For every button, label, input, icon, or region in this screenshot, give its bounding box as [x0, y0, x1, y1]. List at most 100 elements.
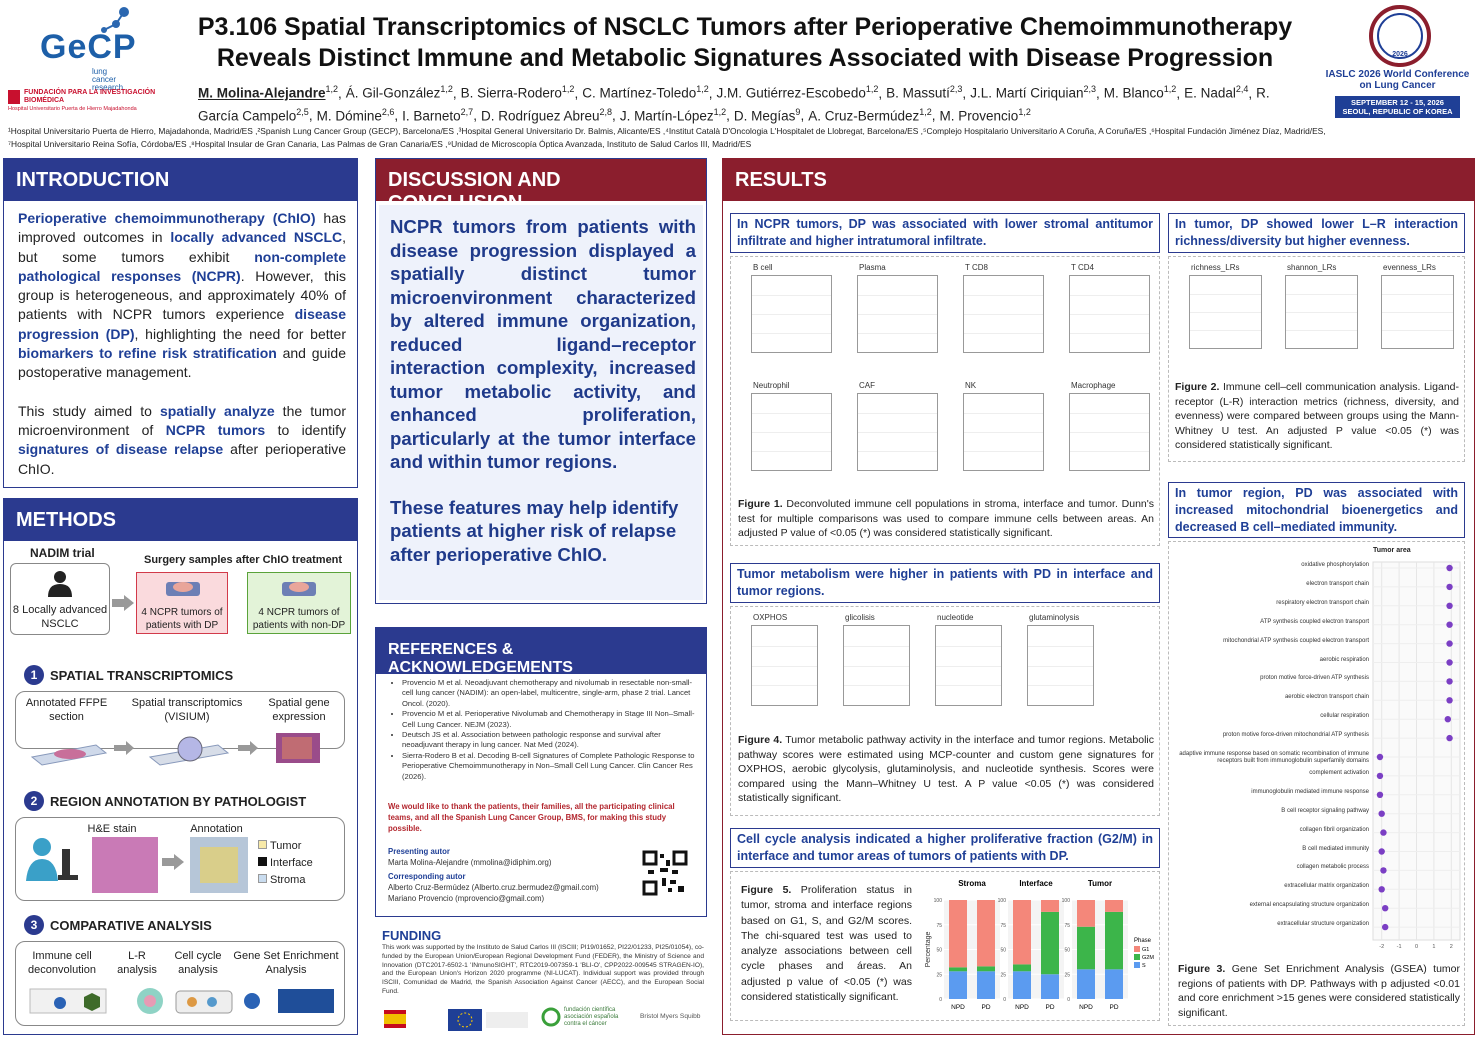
- caption: Figure 4. Tumor metabolic pathway activi…: [738, 733, 1154, 806]
- panel-title: nucleotide: [937, 613, 974, 622]
- presenting: Marta Molina-Alejandre (mmolina@idiphim.…: [388, 858, 552, 867]
- title-line: P3.106 Spatial Transcriptomics of NSCLC …: [197, 13, 1293, 41]
- place: SEOUL, REPUBLIC OF KOREA: [1342, 107, 1453, 116]
- text-run: signatures of disease relapse: [18, 441, 224, 458]
- corresponding-label: Corresponding autor: [388, 872, 466, 881]
- author-affiliation: 1,2: [1163, 84, 1177, 94]
- step-number: 1: [24, 665, 44, 685]
- author-name: C. Martínez-Toledo: [582, 85, 697, 101]
- caption: Figure 2. Immune cell–cell communication…: [1175, 380, 1459, 453]
- dot: [1381, 923, 1389, 931]
- y-tick-label: 75: [1000, 923, 1006, 929]
- separator: ,: [878, 85, 883, 101]
- logo-mark: [101, 7, 129, 33]
- panel-frame: [935, 625, 1002, 706]
- spacer: [390, 474, 696, 496]
- author-affiliation: 1,2: [919, 106, 932, 117]
- y-tick-label: 25: [1064, 972, 1070, 978]
- x-tick-label: 2: [1450, 944, 1453, 950]
- term-label: adaptive immune response based on somati…: [1179, 751, 1369, 764]
- panel-grid: [858, 451, 937, 452]
- panel-grid: [1028, 685, 1093, 687]
- panel-frame: [751, 393, 832, 471]
- panel-frame: [1069, 275, 1150, 353]
- author-affiliation: 1,2: [440, 84, 453, 94]
- x-tick-label: NPD: [1015, 1004, 1029, 1011]
- legend-label: G2M: [1142, 955, 1154, 961]
- caption-label: Figure 3.: [1178, 963, 1226, 975]
- legend-swatch: [1134, 954, 1140, 960]
- reference: Sierra-Rodero B et al. Decoding B-cell S…: [402, 751, 698, 782]
- dot: [1380, 829, 1387, 836]
- text-run: This study aimed to: [18, 402, 160, 419]
- plot-panel: T CD4: [1053, 263, 1153, 375]
- term-label: aerobic respiration: [1319, 656, 1369, 663]
- dot: [1376, 772, 1384, 780]
- section-heading: REFERENCES & ACKNOWLEDGEMENTS: [376, 628, 706, 676]
- author-name: B. Massutí: [886, 85, 950, 101]
- text-run: disease progression (DP): [18, 306, 346, 342]
- y-tick-label: 0: [1067, 997, 1070, 1003]
- x-tick-label: NPD: [1079, 1004, 1093, 1011]
- section-heading: INTRODUCTION: [4, 159, 357, 201]
- step-item: Annotation: [190, 823, 243, 835]
- step-icons: [30, 733, 320, 766]
- caption-text: Proliferation status in tumor, stroma an…: [741, 884, 912, 1004]
- plot-panel: NK: [947, 381, 1047, 493]
- foundation-hospital: Hospital Universitario Puerta de Hierro …: [8, 106, 137, 112]
- step-title: SPATIAL TRANSCRIPTOMICS: [50, 668, 234, 683]
- y-tick-label: 100: [1062, 898, 1071, 904]
- plot-panel: Macrophage: [1053, 381, 1153, 493]
- x-tick-label: -1: [1397, 944, 1402, 950]
- reference: Provencio M et al. Perioperative Nivolum…: [402, 709, 698, 730]
- y-tick-label: 25: [1000, 972, 1006, 978]
- figure-1: B cell Plasma T CD8 T CD4 Neutrophil CAF NK Mac…: [730, 256, 1160, 546]
- panel-grid: [1382, 330, 1453, 331]
- panel-grid: [964, 295, 1043, 296]
- author-affiliation: 9: [795, 106, 801, 117]
- figure-3: [1168, 541, 1465, 1026]
- panel-frame: [1189, 275, 1262, 349]
- step-item: Gene Set Enrichment Analysis: [233, 950, 339, 976]
- reference: Provencio M et al. Neoadjuvant chemother…: [402, 678, 698, 709]
- sponsor: fundación científica asociación española…: [564, 1007, 619, 1027]
- legend-item: Stroma: [258, 872, 313, 889]
- y-tick-label: 75: [936, 923, 942, 929]
- gsea-chart: Tumor area -2 -1 0 1 2 oxidative phosphorylati…: [1168, 541, 1465, 951]
- presenting-label: Presenting autor: [388, 847, 450, 856]
- text-run: to identify: [265, 421, 346, 438]
- dot: [1446, 602, 1453, 609]
- step-item: Spatial transcriptomics (VISIUM): [131, 697, 243, 723]
- dot: [1446, 697, 1453, 704]
- plot-panel: Plasma: [841, 263, 941, 375]
- caption-text: Tumor metabolic pathway activity in the …: [738, 734, 1154, 804]
- term-label: complement activation: [1309, 769, 1369, 776]
- conference-logo: 2026: [1369, 5, 1431, 67]
- author-name: M. Dómine: [316, 108, 382, 123]
- bar-segment: [949, 967, 967, 972]
- dot: [1446, 659, 1453, 666]
- discussion: DISCUSSION AND CONCLUSION NCPR tumors fr…: [375, 158, 707, 604]
- dot: [1380, 867, 1387, 874]
- bar-segment: [977, 966, 995, 972]
- step-item: H&E stain: [87, 823, 137, 835]
- panel-title: T CD4: [1071, 263, 1094, 272]
- panel-title: CAF: [859, 381, 875, 390]
- panel-grid: [1028, 665, 1093, 667]
- panel-grid: [1070, 295, 1149, 296]
- dot: [1376, 753, 1384, 761]
- dot: [1444, 716, 1452, 723]
- text-run: , highlighting the need for better: [134, 325, 346, 342]
- caption-text: Gene Set Enrichment Analysis (GSEA) tumo…: [1178, 963, 1460, 1019]
- author-affiliation: 2,7: [460, 106, 474, 117]
- panel-grid: [964, 413, 1043, 414]
- term-label: respiratory electron transport chain: [1276, 599, 1369, 606]
- panel-grid: [752, 645, 817, 647]
- caption: Figure 5. Proliferation status in tumor,…: [741, 883, 912, 1005]
- separator: ,: [1176, 85, 1181, 101]
- step-title: REGION ANNOTATION BY PATHOLOGIST: [50, 794, 307, 809]
- legend-label: Tumor: [270, 840, 302, 852]
- panel-frame: [751, 625, 818, 706]
- panel-title: T CD8: [965, 263, 988, 272]
- panel-grid: [858, 314, 937, 315]
